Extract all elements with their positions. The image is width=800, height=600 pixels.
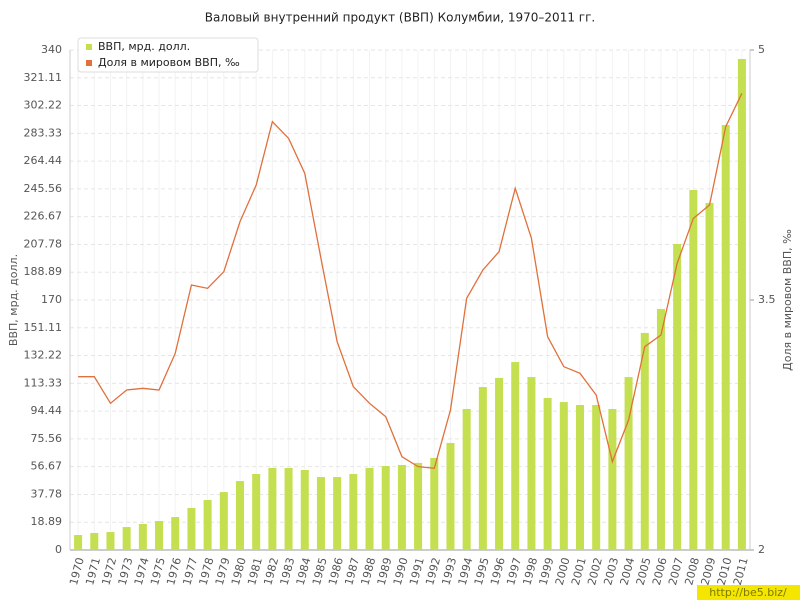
- bar: [219, 492, 228, 550]
- bar: [268, 467, 277, 550]
- bar: [122, 527, 131, 550]
- y2-tick-label: 3.5: [758, 293, 776, 306]
- bar: [592, 405, 601, 550]
- bar: [365, 467, 374, 550]
- y-tick-label: 188.89: [24, 265, 63, 278]
- y-tick-label: 170: [41, 293, 62, 306]
- y-tick-label: 302.22: [24, 99, 63, 112]
- bar: [316, 477, 325, 550]
- y-tick-label: 132.22: [24, 349, 63, 362]
- y-tick-label: 18.89: [31, 515, 63, 528]
- bar: [478, 387, 487, 550]
- y-tick-label: 37.78: [31, 487, 63, 500]
- legend-label: ВВП, мрд. долл.: [98, 40, 190, 53]
- bar: [252, 473, 261, 550]
- bar: [511, 362, 520, 550]
- y-tick-label: 226.67: [24, 210, 63, 223]
- bar: [414, 462, 423, 550]
- bar: [300, 470, 309, 550]
- y-tick-label: 151.11: [24, 321, 63, 334]
- y-tick-label: 75.56: [31, 432, 63, 445]
- chart-title: Валовый внутренний продукт (ВВП) Колумби…: [205, 11, 595, 25]
- bar: [446, 442, 455, 550]
- y2-tick-label: 5: [758, 43, 765, 56]
- watermark-bg: [697, 585, 800, 600]
- y-tick-label: 340: [41, 43, 62, 56]
- legend-label: Доля в мировом ВВП, ‰: [98, 56, 240, 69]
- bar: [430, 457, 439, 550]
- bar: [495, 377, 504, 550]
- bar: [138, 523, 147, 550]
- bar: [462, 408, 471, 550]
- legend-swatch: [86, 44, 92, 50]
- y2-axis-label: Доля в мировом ВВП, ‰: [781, 229, 794, 371]
- bar: [171, 517, 180, 550]
- bar: [721, 125, 730, 550]
- y-tick-label: 56.67: [31, 460, 63, 473]
- y-tick-label: 113.33: [24, 376, 63, 389]
- y-tick-label: 264.44: [24, 154, 63, 167]
- line: [78, 93, 743, 470]
- bar: [608, 408, 617, 550]
- bar: [705, 202, 714, 551]
- bar: [543, 397, 552, 550]
- bar: [90, 532, 99, 550]
- y-tick-label: 207.78: [24, 237, 63, 250]
- bar: [576, 405, 584, 550]
- bar: [656, 308, 665, 550]
- bar: [381, 466, 390, 550]
- bar: [559, 402, 568, 550]
- y-tick-label: 245.56: [24, 182, 63, 195]
- bar: [640, 332, 649, 550]
- bar: [284, 467, 293, 550]
- bar: [624, 377, 633, 550]
- legend-swatch: [86, 60, 92, 66]
- bar: [74, 535, 83, 550]
- y-tick-label: 321.11: [24, 71, 63, 84]
- bar: [203, 500, 212, 550]
- bar: [673, 243, 682, 550]
- legend-box: [77, 37, 259, 73]
- y-axis-label: ВВП, мрд. долл.: [7, 254, 20, 346]
- y2-tick-label: 2: [758, 543, 765, 556]
- y-tick-label: 94.44: [31, 404, 63, 417]
- y-tick-label: 283.33: [24, 126, 63, 139]
- bar: [527, 377, 536, 550]
- bar: [737, 58, 746, 551]
- watermark: http://be5.biz/: [709, 586, 787, 599]
- bar: [397, 465, 406, 550]
- bar: [333, 477, 342, 550]
- bar: [349, 473, 358, 550]
- bar: [187, 507, 196, 550]
- bar: [155, 521, 164, 550]
- y-tick-label: 0: [55, 543, 62, 556]
- bar: [236, 481, 244, 550]
- bar: [106, 532, 115, 550]
- bar: [689, 190, 698, 550]
